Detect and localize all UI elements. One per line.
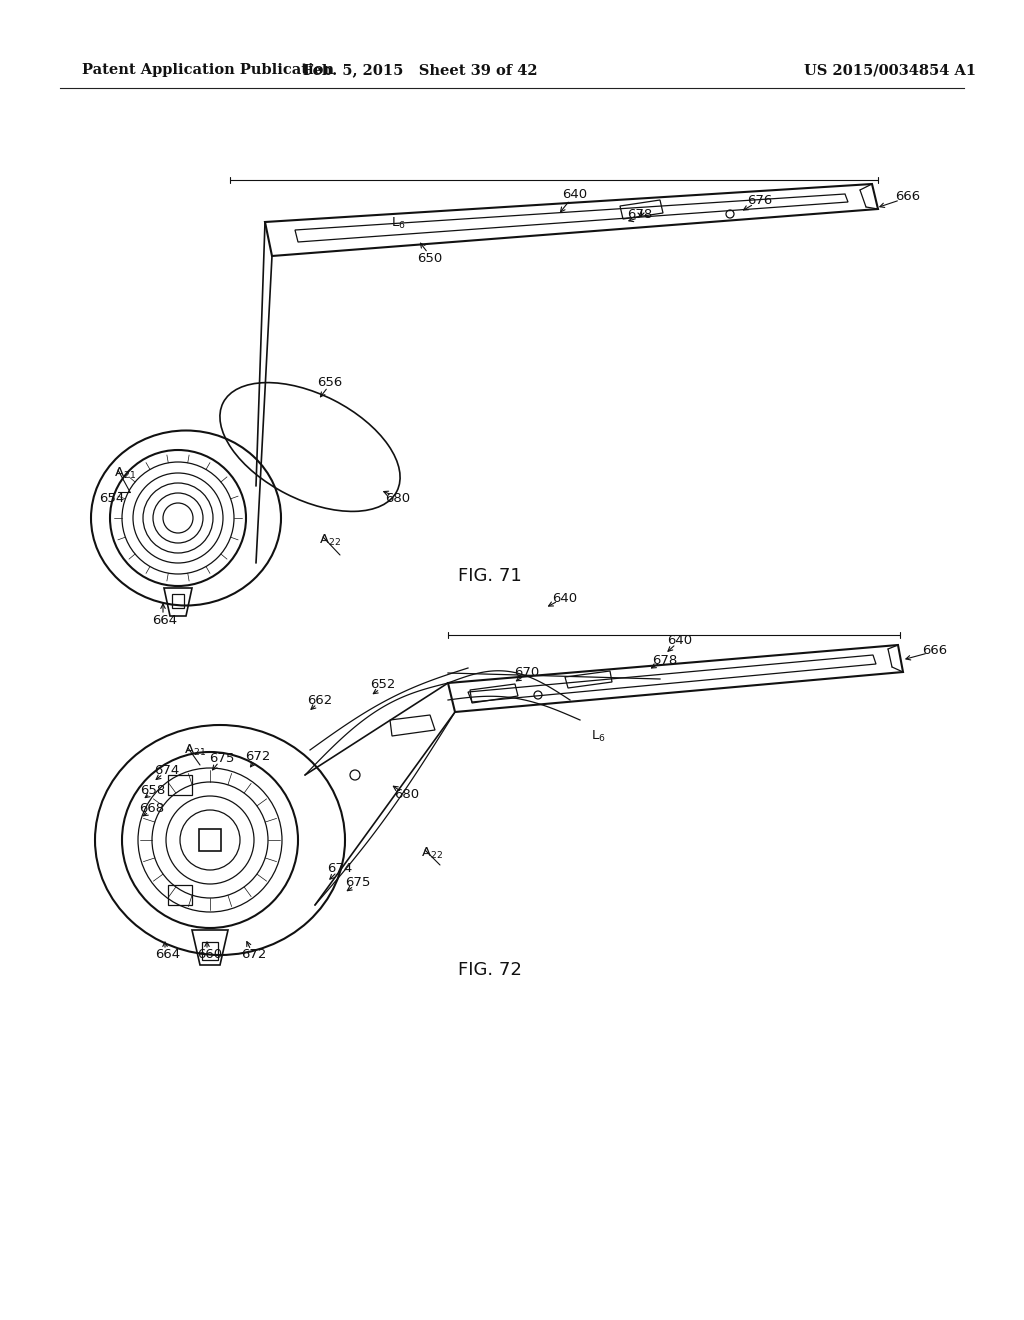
Text: 640: 640 <box>552 591 578 605</box>
Text: L$_6$: L$_6$ <box>390 215 406 231</box>
Text: 650: 650 <box>418 252 442 264</box>
Text: 640: 640 <box>668 634 692 647</box>
Text: A$_{22}$: A$_{22}$ <box>319 532 341 548</box>
Text: Feb. 5, 2015   Sheet 39 of 42: Feb. 5, 2015 Sheet 39 of 42 <box>303 63 538 77</box>
Text: 662: 662 <box>307 693 333 706</box>
Text: 660: 660 <box>198 949 222 961</box>
Text: 668: 668 <box>139 801 165 814</box>
Text: 674: 674 <box>328 862 352 874</box>
Text: 664: 664 <box>156 949 180 961</box>
Text: 656: 656 <box>317 375 343 388</box>
Text: Patent Application Publication: Patent Application Publication <box>82 63 334 77</box>
Text: 654: 654 <box>99 491 125 504</box>
Text: 678: 678 <box>652 653 678 667</box>
Text: FIG. 71: FIG. 71 <box>458 568 522 585</box>
Text: US 2015/0034854 A1: US 2015/0034854 A1 <box>804 63 976 77</box>
Text: 666: 666 <box>895 190 921 203</box>
Text: 680: 680 <box>385 491 411 504</box>
Text: 680: 680 <box>394 788 420 801</box>
Text: 666: 666 <box>923 644 947 656</box>
Bar <box>172 594 184 609</box>
Bar <box>168 775 193 795</box>
Text: 670: 670 <box>514 665 540 678</box>
Text: 675: 675 <box>209 751 234 764</box>
Text: A$_{21}$: A$_{21}$ <box>184 742 206 758</box>
Text: FIG. 72: FIG. 72 <box>458 961 522 979</box>
Text: 672: 672 <box>246 751 270 763</box>
Text: 664: 664 <box>153 614 177 627</box>
Text: 678: 678 <box>628 209 652 222</box>
Text: A$_{22}$: A$_{22}$ <box>421 845 443 861</box>
Bar <box>202 942 218 960</box>
Text: 652: 652 <box>371 678 395 692</box>
Bar <box>168 884 193 906</box>
Text: L$_6$: L$_6$ <box>591 729 605 743</box>
Text: 675: 675 <box>345 875 371 888</box>
Text: 676: 676 <box>748 194 773 206</box>
Text: A$_{21}$: A$_{21}$ <box>114 466 136 480</box>
Text: 674: 674 <box>155 763 179 776</box>
Text: 658: 658 <box>140 784 166 796</box>
Text: 672: 672 <box>242 949 266 961</box>
Text: 640: 640 <box>562 189 588 202</box>
Bar <box>199 829 221 851</box>
